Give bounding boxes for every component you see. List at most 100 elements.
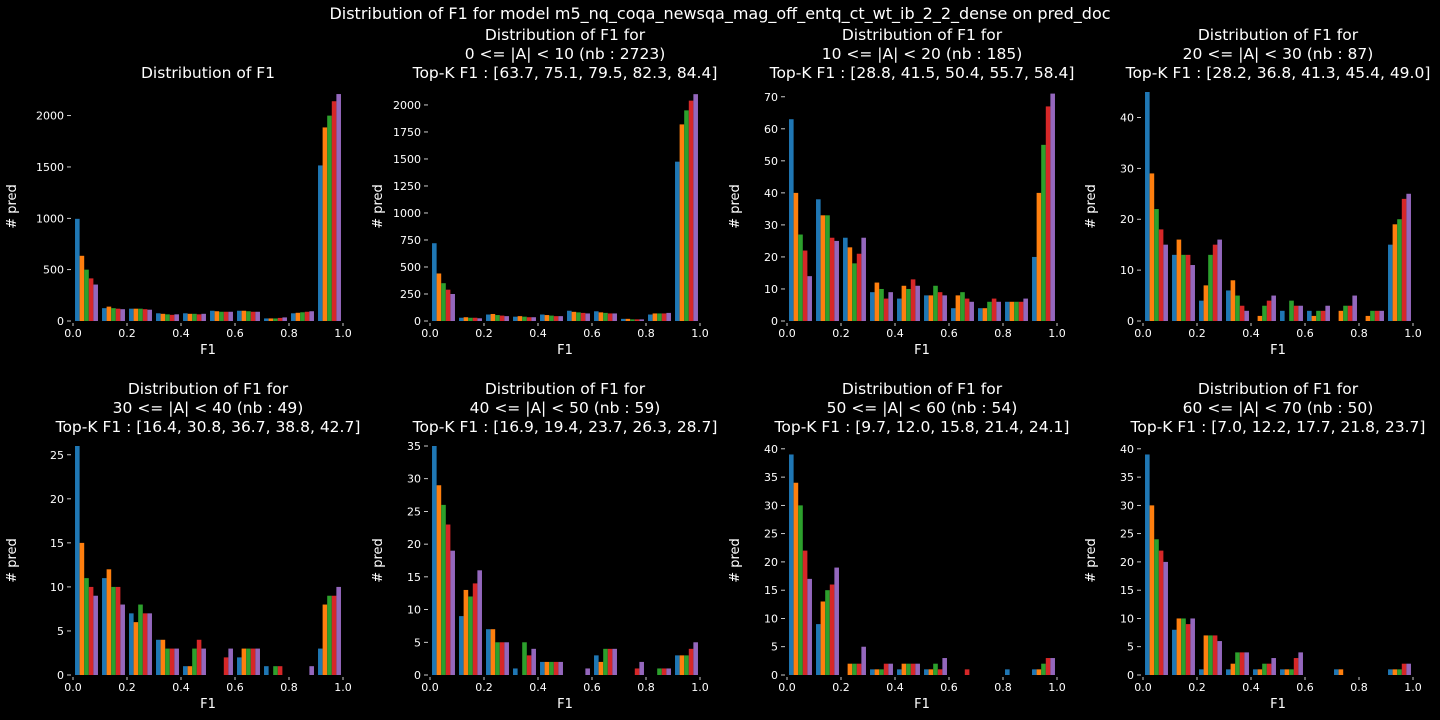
- x-axis-label: F1: [1270, 343, 1286, 358]
- histogram-bar: [187, 313, 193, 321]
- histogram-bar: [1005, 301, 1010, 321]
- histogram-bar: [1212, 244, 1218, 321]
- y-tick-label: 500: [43, 264, 64, 277]
- histogram-bar: [630, 319, 635, 321]
- x-tick-label: 1.0: [334, 681, 352, 694]
- histogram-bar: [504, 316, 509, 321]
- x-tick-label: 0.4: [1242, 327, 1260, 340]
- subplot-title-line: Distribution of F1 for: [485, 380, 646, 398]
- x-axis-label: F1: [557, 343, 573, 358]
- histogram-bar: [1005, 669, 1010, 675]
- histogram-bar: [1230, 663, 1236, 675]
- subplot-title-line: 60 <= |A| < 70 (nb : 50): [1183, 399, 1374, 417]
- histogram-bar: [522, 642, 527, 675]
- y-tick-label: 2000: [393, 99, 421, 112]
- y-tick-label: 60: [764, 123, 778, 136]
- x-tick-label: 0.0: [421, 681, 439, 694]
- histogram-bar: [1298, 652, 1303, 675]
- y-tick-label: 1500: [393, 153, 421, 166]
- histogram-bar: [1379, 310, 1384, 321]
- x-tick-label: 0.4: [529, 327, 547, 340]
- y-tick-label: 40: [1120, 111, 1134, 124]
- histogram-bar: [183, 313, 188, 321]
- histogram-bar: [825, 215, 830, 321]
- y-tick-label: 15: [50, 537, 64, 550]
- histogram-bar: [160, 639, 166, 675]
- histogram-bar: [1262, 663, 1267, 675]
- histogram-bar: [336, 94, 341, 322]
- y-tick-label: 1250: [393, 180, 421, 193]
- histogram-bar: [1401, 663, 1407, 675]
- histogram-bar: [648, 314, 653, 321]
- histogram-bar: [558, 661, 563, 675]
- histogram-bar: [1253, 669, 1258, 675]
- histogram-bar: [847, 663, 853, 675]
- histogram-bar: [318, 165, 323, 321]
- x-tick-label: 0.4: [886, 681, 904, 694]
- histogram-bar: [585, 668, 590, 675]
- y-tick-label: 15: [764, 584, 778, 597]
- histogram-bar: [436, 485, 442, 675]
- histogram-bar: [906, 288, 911, 321]
- histogram-bar: [93, 595, 98, 675]
- histogram-bar: [165, 648, 170, 675]
- histogram-bar: [1343, 305, 1348, 321]
- histogram-bar: [883, 663, 889, 675]
- histogram-bar: [657, 668, 662, 675]
- histogram-bar: [169, 648, 175, 675]
- histogram-bar: [1036, 192, 1042, 321]
- histogram-bar: [441, 283, 446, 321]
- histogram-bar: [978, 308, 983, 321]
- histogram-bar: [634, 319, 640, 321]
- y-axis-label: # pred: [5, 538, 20, 583]
- subplot-title-line: Top-K F1 : [63.7, 75.1, 79.5, 82.3, 84.4…: [412, 64, 718, 82]
- histogram-bar: [834, 567, 839, 675]
- y-tick-label: 0: [1127, 315, 1134, 328]
- histogram-bar: [910, 279, 916, 321]
- histogram-bar: [1374, 310, 1380, 321]
- subplot-title-line: 0 <= |A| < 10 (nb : 2723): [465, 45, 666, 63]
- histogram-bar: [1032, 256, 1037, 321]
- histogram-bar: [241, 648, 247, 675]
- histogram-bar: [504, 642, 509, 675]
- x-tick-label: 0.0: [421, 327, 439, 340]
- histogram-bar: [526, 655, 532, 675]
- histogram-bar: [499, 642, 505, 675]
- histogram-bar: [951, 308, 956, 321]
- histogram-bar: [679, 124, 685, 321]
- histogram-bar: [138, 308, 143, 321]
- histogram-bar: [160, 313, 166, 321]
- histogram-bar: [250, 311, 256, 321]
- histogram-bar: [807, 276, 812, 321]
- histogram-bar: [625, 318, 631, 321]
- histogram-bar: [1149, 173, 1155, 321]
- histogram-bar: [1239, 305, 1245, 321]
- subplot-title-line: 30 <= |A| < 40 (nb : 49): [113, 399, 304, 417]
- histogram-bar: [273, 318, 278, 321]
- histogram-bar: [825, 590, 830, 675]
- histogram-bar: [1149, 505, 1155, 675]
- histogram-bar: [1239, 652, 1245, 675]
- subplot-title-line: Distribution of F1 for: [842, 26, 1003, 44]
- subplot-title-line: 20 <= |A| < 30 (nb : 87): [1183, 45, 1374, 63]
- histogram-bar: [1230, 280, 1236, 321]
- histogram-bar: [1208, 635, 1213, 675]
- histogram-bar: [612, 313, 617, 321]
- histogram-bar: [187, 666, 193, 675]
- y-tick-label: 30: [764, 499, 778, 512]
- y-tick-label: 10: [50, 581, 64, 594]
- subplot-title-line: Distribution of F1 for: [1198, 26, 1359, 44]
- y-tick-label: 20: [1120, 556, 1134, 569]
- histogram-bar: [982, 308, 988, 321]
- x-axis-label: F1: [1270, 697, 1286, 712]
- histogram-bar: [129, 308, 134, 321]
- x-axis-label: F1: [200, 343, 216, 358]
- x-tick-label: 0.0: [1134, 681, 1152, 694]
- histogram-bar: [513, 316, 518, 321]
- x-tick-label: 0.0: [778, 681, 796, 694]
- histogram-bar: [612, 648, 617, 675]
- histogram-bar: [870, 669, 875, 675]
- histogram-bar: [1199, 300, 1204, 321]
- histogram-bar: [1370, 310, 1375, 321]
- subplot-title-line: Top-K F1 : [28.2, 36.8, 41.3, 45.4, 49.0…: [1125, 64, 1431, 82]
